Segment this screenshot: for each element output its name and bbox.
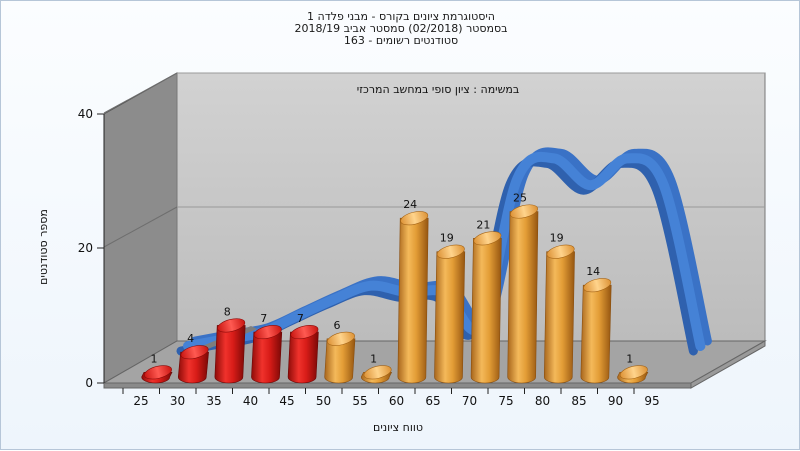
bar-body: [434, 251, 466, 384]
bar-body: [507, 211, 539, 384]
bar: [360, 365, 393, 384]
bar-value-label: 1: [626, 352, 633, 365]
bar: [397, 211, 429, 384]
bar-value-label: 19: [550, 232, 564, 245]
bar: [617, 365, 649, 384]
bar: [287, 325, 319, 384]
bar-body: [580, 284, 612, 384]
y-tick-label: 20: [78, 241, 93, 255]
bar: [214, 318, 246, 384]
bar-body: [543, 251, 575, 384]
chart-title-line-1: היסטוגרמת ציונים בקורס - מבני פלדה 1: [307, 10, 495, 23]
bars: [141, 204, 649, 384]
grid-line-side: [103, 72, 178, 114]
bar-top: [546, 244, 575, 259]
bar: [141, 365, 173, 384]
bar-top: [253, 325, 282, 340]
bar-top: [217, 318, 246, 333]
bar: [543, 244, 575, 384]
y-tick-label: 0: [85, 376, 93, 390]
bar-top: [144, 365, 172, 380]
bar: [177, 345, 209, 384]
x-tick-label: 85: [571, 394, 586, 408]
bar: [324, 331, 356, 384]
bar-top: [473, 231, 502, 246]
bar-top: [180, 345, 209, 360]
bar-value-label: 19: [440, 232, 454, 245]
bar: [580, 278, 612, 384]
bar-top: [436, 244, 465, 259]
bar-body: [251, 331, 283, 384]
chart-subtitle: במשימה : ציון סופי במחשב המרכזי: [357, 83, 520, 96]
y-axis-title: מספר סטודנטים: [37, 209, 50, 285]
x-tick-label: 65: [425, 394, 440, 408]
bar-value-label: 1: [151, 352, 158, 365]
bar-top: [583, 278, 612, 293]
bar-value-label: 1: [370, 352, 377, 365]
bar: [434, 244, 466, 384]
x-tick-label: 30: [170, 394, 185, 408]
chart-title: היסטוגרמת ציונים בקורס - מבני פלדה 1 בסמ…: [1, 11, 800, 47]
bar-body: [214, 325, 246, 384]
bar-top: [290, 325, 319, 340]
x-axis-title: טווח ציונים: [373, 421, 423, 434]
bar-body: [324, 338, 356, 384]
bar-value-label: 4: [187, 332, 194, 345]
x-tick-label: 60: [389, 394, 404, 408]
x-tick-label: 75: [498, 394, 513, 408]
grid-line-side: [103, 206, 178, 248]
floor-side-edge: [690, 340, 766, 389]
bar-value-label: 25: [513, 192, 527, 205]
side-wall: [103, 72, 178, 384]
bar-value-label: 24: [403, 198, 417, 211]
x-tick-label: 70: [462, 394, 477, 408]
bar-value-label: 7: [260, 312, 267, 325]
bar-value-label: 6: [334, 319, 341, 332]
x-tick-label: 25: [133, 394, 148, 408]
axes: 0 20 40 25 30 35 40 45 50 55 60 65 70 75 80 85 90 95: [78, 107, 660, 408]
x-tick-label: 35: [206, 394, 221, 408]
x-tick-label: 90: [608, 394, 623, 408]
bar: [470, 231, 502, 384]
bar-body: [397, 217, 429, 384]
bar: [507, 204, 539, 384]
bar-top: [510, 204, 538, 219]
x-tick-label: 40: [243, 394, 258, 408]
bar-top: [619, 365, 648, 380]
bar-value-label: 14: [586, 265, 600, 278]
bar: [251, 325, 283, 384]
chart-title-line-3: סטודנטים רשומים - 163: [343, 34, 459, 47]
bar-body: [470, 238, 502, 384]
bar-top: [363, 365, 392, 380]
x-tick-label: 80: [535, 394, 550, 408]
x-tick-label: 55: [352, 394, 367, 408]
bar-top: [327, 331, 355, 346]
bar-top: [400, 211, 429, 226]
bar-value-label: 7: [297, 312, 304, 325]
y-tick-label: 40: [78, 107, 93, 121]
x-tick-label: 95: [644, 394, 659, 408]
x-tick-label: 50: [316, 394, 331, 408]
bar-body: [287, 331, 319, 384]
x-tick-label: 45: [279, 394, 294, 408]
bar-body: [177, 351, 209, 384]
floor-front-edge: [103, 382, 692, 389]
bar-value-label: 8: [224, 305, 231, 318]
chart-title-line-2: בסמסטר (02/2018) סמסטר אביב 2018/19: [294, 22, 508, 35]
bar-value-label: 21: [476, 218, 490, 231]
